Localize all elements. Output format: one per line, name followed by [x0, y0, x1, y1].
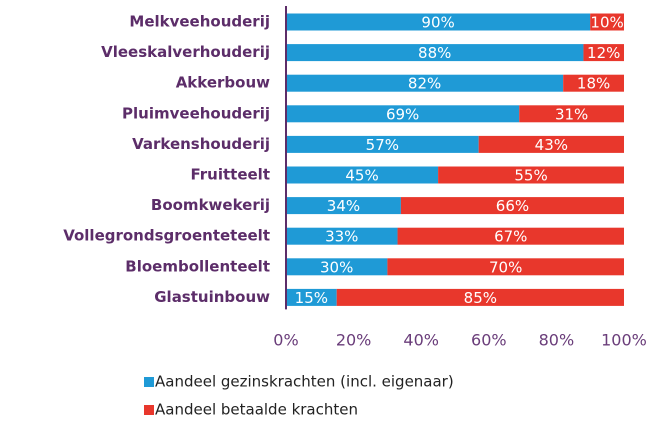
bar-segment [563, 74, 624, 92]
data-label: 55% [514, 167, 547, 185]
data-label: 88% [418, 44, 451, 62]
data-label: 45% [345, 167, 378, 185]
bar-segment [286, 74, 564, 92]
bar-segment [336, 288, 624, 306]
bar-segment [400, 197, 624, 215]
x-tick-label: 60% [471, 331, 507, 350]
legend-swatch [144, 377, 154, 387]
data-label: 15% [295, 289, 328, 307]
data-label: 82% [408, 75, 441, 93]
x-tick-label: 20% [336, 331, 372, 350]
bar-segment [286, 135, 479, 153]
bar-segment [519, 105, 624, 123]
bar-segment [478, 135, 624, 153]
data-label: 18% [577, 75, 610, 93]
data-label: 43% [535, 136, 568, 154]
data-label: 67% [494, 228, 527, 246]
bar-segment [286, 227, 398, 245]
bar-segment [286, 44, 584, 62]
data-label: 90% [421, 14, 454, 32]
legend-swatch [144, 405, 154, 415]
category-label: Glastuinbouw [154, 288, 270, 306]
data-label: 31% [555, 105, 588, 123]
category-label: Vollegrondsgroenteteelt [63, 227, 270, 245]
bar-segment [286, 258, 388, 276]
data-label: 70% [489, 258, 522, 276]
bar-segment [286, 105, 520, 123]
bar-segment [590, 13, 624, 31]
data-label: 33% [325, 228, 358, 246]
data-label: 66% [496, 197, 529, 215]
x-tick-label: 0% [273, 331, 298, 350]
category-label: Akkerbouw [176, 74, 270, 92]
bar-segment [286, 197, 401, 215]
category-label: Boomkwekerij [151, 196, 270, 214]
bar-segment [286, 288, 337, 306]
data-label: 69% [386, 105, 419, 123]
category-label: Fruitteelt [190, 166, 270, 184]
bar-segment [286, 13, 591, 31]
data-label: 57% [366, 136, 399, 154]
bar-segment [583, 44, 624, 62]
data-label: 30% [320, 258, 353, 276]
category-label: Vleeskalverhouderij [101, 43, 270, 61]
category-label: Bloembollenteelt [125, 257, 270, 275]
data-label: 10% [590, 14, 623, 32]
legend-label: Aandeel gezinskrachten (incl. eigenaar) [155, 373, 454, 391]
bar-segment [438, 166, 624, 184]
x-tick-label: 100% [601, 331, 647, 350]
data-label: 34% [327, 197, 360, 215]
category-label: Varkenshouderij [132, 135, 270, 153]
bar-segment [387, 258, 624, 276]
bar-segment [286, 166, 439, 184]
data-label: 12% [587, 44, 620, 62]
legend-label: Aandeel betaalde krachten [155, 401, 358, 419]
bar-segment [397, 227, 624, 245]
category-label: Pluimveehouderij [122, 104, 270, 122]
data-label: 85% [464, 289, 497, 307]
x-tick-label: 40% [403, 331, 439, 350]
category-label: Melkveehouderij [129, 13, 270, 31]
x-tick-label: 80% [539, 331, 575, 350]
